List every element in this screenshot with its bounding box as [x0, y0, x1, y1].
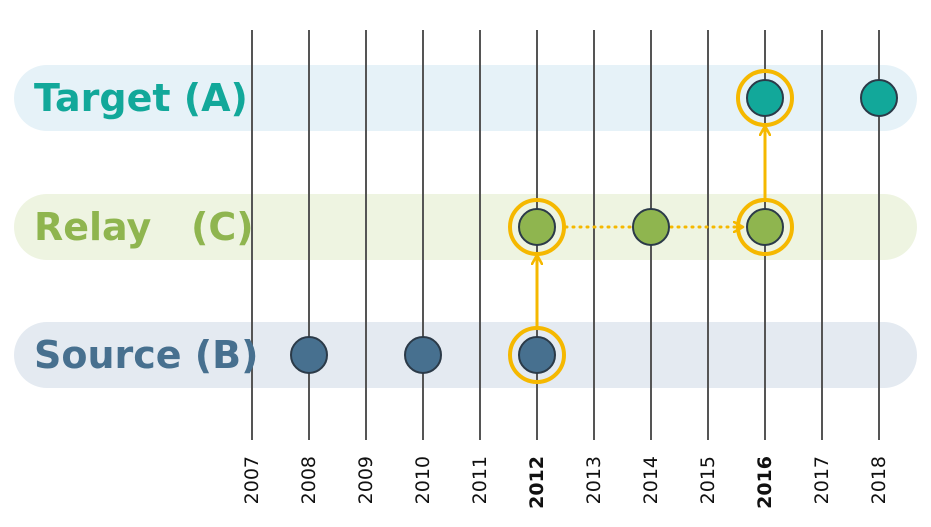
- year-label-2008: 2008: [298, 456, 320, 504]
- year-label-2016: 2016: [754, 456, 776, 509]
- event-dot-source-2008: [290, 336, 328, 374]
- event-dot-target-2016: [746, 79, 784, 117]
- year-label-2011: 2011: [469, 456, 491, 504]
- year-label-2018: 2018: [868, 456, 890, 504]
- event-dots: [290, 79, 898, 374]
- row-band-relay: [14, 194, 917, 260]
- highlight-ring-relay-2012: [508, 198, 566, 256]
- highlight-rings: [508, 69, 794, 384]
- year-label-2009: 2009: [355, 456, 377, 504]
- event-dot-target-2018: [860, 79, 898, 117]
- highlight-ring-target-2016: [736, 69, 794, 127]
- row-labels: Target (A) Relay (C) Source (B): [34, 76, 259, 377]
- row-band-target: [14, 65, 917, 131]
- event-dot-relay-2012: [518, 208, 556, 246]
- event-links: [537, 124, 765, 330]
- year-label-2015: 2015: [697, 456, 719, 504]
- row-label-relay: Relay (C): [34, 205, 254, 249]
- event-dot-source-2010: [404, 336, 442, 374]
- highlight-ring-source-2012: [508, 326, 566, 384]
- year-label-2012: 2012: [526, 456, 548, 509]
- year-axis: 2007 2008 2009 2010 2011 2012 2013 2014 2015 2016…: [241, 456, 890, 509]
- row-band-source: [14, 322, 917, 388]
- year-label-2010: 2010: [412, 456, 434, 504]
- event-dot-relay-2014: [632, 208, 670, 246]
- event-dot-relay-2016: [746, 208, 784, 246]
- year-label-2014: 2014: [640, 456, 662, 504]
- row-label-source: Source (B): [34, 333, 259, 377]
- event-dot-source-2012: [518, 336, 556, 374]
- row-bands: [14, 65, 917, 388]
- year-label-2007: 2007: [241, 456, 263, 504]
- highlight-ring-relay-2016: [736, 198, 794, 256]
- year-label-2013: 2013: [583, 456, 605, 504]
- year-label-2017: 2017: [811, 456, 833, 504]
- row-label-target: Target (A): [34, 76, 248, 120]
